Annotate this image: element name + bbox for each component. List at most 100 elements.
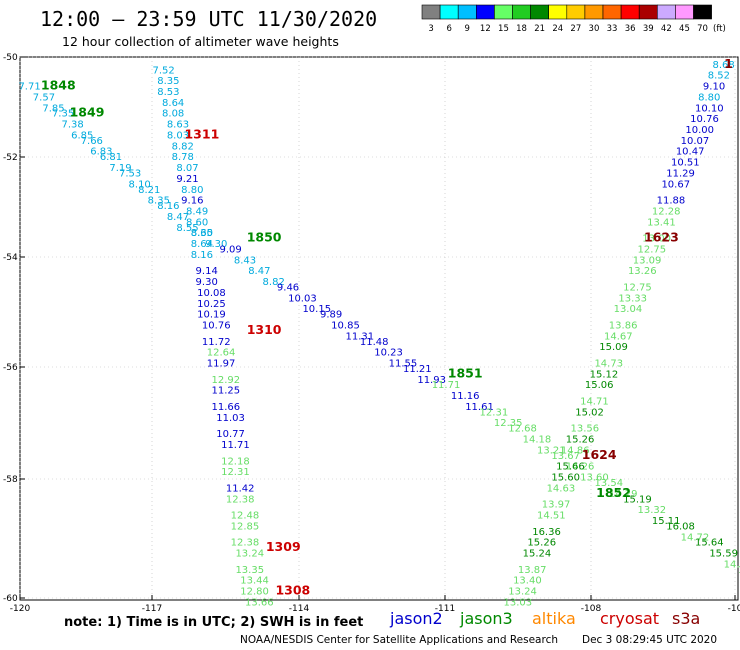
wave-height-point: 8.52 [708,71,730,82]
wave-height-point: 8.21 [138,185,160,196]
wave-height-point: 10.76 [690,114,719,125]
chart-title: 12:00 – 23:59 UTC 11/30/2020 [40,7,377,31]
pass-label: 1849 [70,105,105,120]
wave-height-point: 11.42 [226,483,255,494]
wave-height-point: 8.60 [186,217,208,228]
wave-height-point: 8.47 [248,266,270,277]
x-tick-label: -120 [10,604,31,614]
wave-height-point: 12.75 [623,282,652,293]
wave-height-point: 13.24 [508,587,537,598]
color-scale-label: 45 [679,24,690,34]
satellite-legend: jason2 jason3 altika cryosat s3a [389,609,700,628]
wave-height-point: 8.82 [263,277,285,288]
wave-height-point: 8.64 [162,98,184,109]
wave-height-point: 13.44 [240,576,269,587]
wave-height-point: 13.03 [503,597,532,608]
wave-height-point: 15.12 [590,369,619,380]
wave-height-point: 12.31 [480,407,509,418]
wave-height-point: 10.76 [202,321,231,332]
x-tick-label: -10 [728,604,740,614]
color-scale-label: 21 [534,24,545,34]
wave-height-point: 6.83 [90,147,112,158]
pass-label: 1851 [448,365,483,380]
wave-height-point: 14.73 [594,359,623,370]
color-swatch [584,4,604,20]
wave-height-point: 7.38 [62,120,84,131]
wave-height-point: 10.51 [671,158,700,169]
wave-height-point: 10.08 [197,288,226,299]
y-tick-label: -56 [3,363,18,373]
color-scale-label: 9 [465,24,470,34]
wave-height-point: 15.26 [566,435,595,446]
wave-height-point: 12.35 [494,418,523,429]
color-scale-label: 24 [552,24,563,34]
wave-height-point: 14.18 [523,435,552,446]
wave-height-point: 10.15 [302,304,331,315]
wave-height-point: 12.31 [221,467,250,478]
y-tick-label: -52 [3,153,18,163]
pass-label: 1308 [275,583,310,598]
wave-height-point: 10.03 [288,293,317,304]
wave-height-point: 9.89 [320,310,342,321]
wave-height-point: 11.88 [657,196,686,207]
wave-height-point: 7.35 [52,109,74,120]
wave-height-point: 13.66 [245,597,274,608]
wave-height-point: 15.59 [709,549,738,560]
wave-height-point: 10.23 [374,348,403,359]
wave-height-point: 13.35 [235,565,264,576]
wave-height-point: 14.51 [537,511,566,522]
wave-height-point: 8.35 [157,76,179,87]
wave-height-point: 15.64 [695,538,724,549]
color-scale-unit: (ft) [713,24,726,34]
y-tick-label: -50 [3,53,18,63]
chart-subtitle: 12 hour collection of altimeter wave hei… [62,34,339,49]
wave-height-point: 11.93 [417,375,446,386]
wave-height-point: 15.02 [575,407,604,418]
pass-label: 1852 [596,485,631,500]
pass-label: 1311 [184,126,219,141]
wave-height-point: 7.19 [109,163,131,174]
satellite-name: jason2 [389,609,443,628]
wave-height-point: 13.87 [518,565,547,576]
wave-height-point: 12.85 [231,521,260,532]
x-tick-label: -117 [142,604,162,614]
wave-height-point: 11.71 [221,440,250,451]
pass-label: 1310 [247,322,282,337]
color-scale-label: 70 [697,24,708,34]
pass-label: 1 [724,56,733,71]
wave-height-point: 7.53 [119,168,141,179]
wave-height-point: 15.26 [527,538,556,549]
wave-height-point: 15.24 [523,549,552,560]
wave-height-point: 13.97 [542,500,571,511]
wave-height-point: 14.46 [738,565,740,576]
wave-height-point: 13.00 [642,234,671,245]
wave-height-point: 15.11 [652,516,681,527]
footnote: note: 1) Time is in UTC; 2) SWH is in fe… [64,615,363,630]
wave-height-point: 9.10 [703,82,725,93]
color-swatch [457,4,477,20]
wave-height-point: 10.00 [685,125,714,136]
pass-label: 1624 [582,447,617,462]
wave-height-point: 14.29 [609,489,638,500]
wave-height-point: 8.49 [186,206,208,217]
wave-height-point: 12.28 [652,206,681,217]
wave-height-point: 9.46 [277,282,299,293]
wave-height-point: 8.16 [157,201,179,212]
wave-height-point: 13.26 [628,266,657,277]
wave-height-point: 9.09 [219,244,241,255]
wave-height-point: 11.48 [360,337,389,348]
x-axis-ticks: -120 -117 -114 -111 -108 -10 [10,595,740,614]
pass-label: 1623 [644,230,679,245]
wave-height-point: 8.07 [176,163,198,174]
satellite-name: jason3 [459,609,513,628]
color-scale-label: 12 [480,24,491,34]
wave-height-point: 16.36 [532,527,561,538]
wave-height-point: 11.71 [432,380,461,391]
wave-height-point: 8.08 [162,109,184,120]
color-scale-legend: 3 6 9 12 15 18 21 24 27 30 33 36 39 42 45 70 [421,4,712,34]
wave-height-point: 10.77 [216,429,245,440]
wave-height-point: 12.75 [638,244,667,255]
color-swatch [530,4,549,20]
wave-height-point: 11.61 [465,402,494,413]
